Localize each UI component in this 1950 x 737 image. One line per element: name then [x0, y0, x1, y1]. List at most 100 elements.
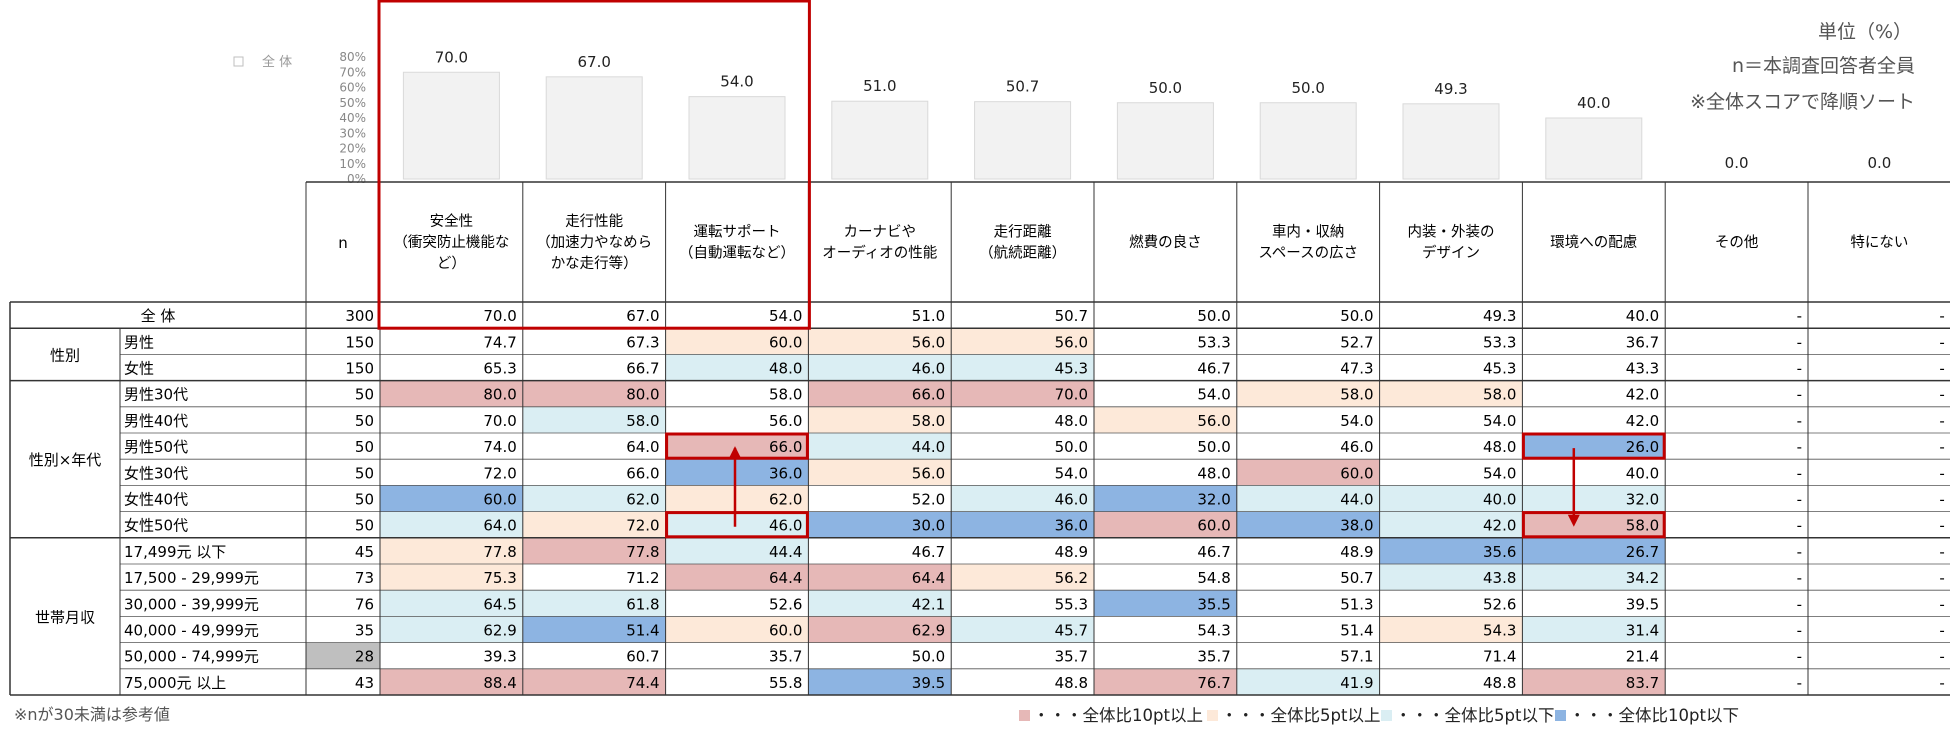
cell-value: 54.8 — [1197, 569, 1230, 587]
cell-value: 35.7 — [769, 648, 802, 666]
cell-value: 62.9 — [912, 622, 945, 640]
shaded-cell — [380, 564, 523, 591]
y-tick-label: 70% — [339, 65, 366, 79]
row-n: 45 — [355, 543, 374, 561]
shaded-cell — [1094, 511, 1237, 538]
highlight-cell-frame — [665, 511, 809, 539]
cell-value: 26.0 — [1626, 438, 1659, 456]
cell-value: 60.0 — [769, 622, 802, 640]
cell-value: - — [1939, 438, 1944, 456]
cell-value: 46.0 — [769, 517, 802, 535]
bar — [545, 76, 643, 180]
shaded-cell — [808, 406, 952, 433]
shaded-cell — [522, 511, 666, 538]
cell-value: 56.0 — [1055, 333, 1088, 351]
cell-value: 71.2 — [626, 569, 659, 587]
row-label: 17,500 - 29,999元 — [124, 569, 259, 587]
shaded-cell — [665, 564, 809, 591]
arrow-head-up — [729, 446, 741, 459]
shaded-cell — [1522, 537, 1666, 564]
column-header: （航続距離） — [979, 244, 1066, 262]
group-label: 性別 — [50, 346, 80, 364]
cell-value: 40.0 — [1626, 307, 1659, 325]
cell-value: 53.3 — [1483, 333, 1516, 351]
bar-value-label: 67.0 — [577, 53, 610, 71]
n-note: n＝本調査回答者全員 — [1732, 55, 1915, 77]
column-header: 走行距離 — [994, 223, 1052, 241]
cell-value: 74.7 — [483, 333, 516, 351]
shaded-cell — [808, 459, 952, 486]
bar — [974, 101, 1072, 180]
cell-value: - — [1797, 595, 1802, 613]
row-label: 75,000元 以上 — [124, 674, 226, 692]
cell-value: 42.1 — [912, 595, 945, 613]
shaded-cell — [665, 328, 809, 355]
bar-value-label: 49.3 — [1434, 80, 1467, 98]
row-label: 女性40代 — [124, 491, 188, 509]
shaded-cell — [522, 537, 666, 564]
cell-value: 60.7 — [626, 648, 659, 666]
cell-value: 61.8 — [626, 595, 659, 613]
shaded-cell — [380, 668, 523, 695]
cell-value: 48.0 — [769, 360, 802, 378]
cell-value: 44.0 — [912, 438, 945, 456]
bar-value-label: 0.0 — [1867, 154, 1891, 172]
cell-value: 50.0 — [1055, 438, 1088, 456]
shaded-cell — [1236, 485, 1380, 512]
cell-value: 31.4 — [1626, 622, 1659, 640]
cell-value: 48.8 — [1055, 674, 1088, 692]
arrow-head-down — [1567, 514, 1580, 527]
column-header: 環境への配慮 — [1550, 233, 1637, 251]
cell-value: - — [1939, 307, 1944, 325]
cell-value: 45.7 — [1055, 622, 1088, 640]
cell-value: 48.9 — [1340, 543, 1373, 561]
cell-value: 42.0 — [1626, 386, 1659, 404]
legend-swatch — [1207, 710, 1218, 721]
cell-value: 80.0 — [626, 386, 659, 404]
shaded-cell — [1379, 380, 1523, 407]
shaded-cell — [808, 668, 952, 695]
row-n: 50 — [355, 464, 374, 482]
shaded-cell — [380, 511, 523, 538]
cell-value: 67.3 — [626, 333, 659, 351]
cell-value: 46.7 — [912, 543, 945, 561]
cell-value: - — [1939, 595, 1944, 613]
legend-swatch-overall — [233, 56, 244, 67]
row-label: 女性50代 — [124, 517, 188, 535]
cell-value: 56.0 — [1197, 412, 1230, 430]
cell-value: 46.7 — [1197, 360, 1230, 378]
y-tick-label: 20% — [339, 142, 366, 156]
cell-value: 64.5 — [483, 595, 516, 613]
row-n: 50 — [355, 438, 374, 456]
highlight-cell-frame — [1521, 511, 1666, 539]
row-label: 男性50代 — [124, 438, 188, 456]
cell-value: 75.3 — [483, 569, 516, 587]
row-n: 28 — [355, 648, 374, 666]
row-n: 43 — [355, 674, 374, 692]
cell-value: - — [1939, 386, 1944, 404]
row-label: 30,000 - 39,999元 — [124, 595, 259, 613]
shaded-cell — [380, 616, 523, 643]
cell-value: 67.0 — [626, 307, 659, 325]
cell-value: 56.2 — [1055, 569, 1088, 587]
cell-value: 77.8 — [626, 543, 659, 561]
cell-value: 64.0 — [626, 438, 659, 456]
cell-value: 56.0 — [912, 333, 945, 351]
cell-value: 32.0 — [1197, 491, 1230, 509]
shaded-cell — [1379, 616, 1523, 643]
cell-value: 62.0 — [626, 491, 659, 509]
bar-value-label: 50.7 — [1006, 78, 1039, 96]
shaded-cell — [522, 616, 666, 643]
shaded-cell — [522, 590, 666, 617]
cell-value: 45.3 — [1055, 360, 1088, 378]
shaded-cell — [951, 328, 1094, 355]
cell-value: 46.0 — [1340, 438, 1373, 456]
column-header: オーディオの性能 — [822, 244, 937, 262]
footnote: ※nが30未満は参考値 — [14, 705, 170, 724]
shaded-cell — [808, 380, 952, 407]
bar-value-label: 0.0 — [1725, 154, 1749, 172]
shaded-cell — [380, 590, 523, 617]
shaded-cell — [951, 616, 1094, 643]
cell-value: 40.0 — [1483, 491, 1516, 509]
